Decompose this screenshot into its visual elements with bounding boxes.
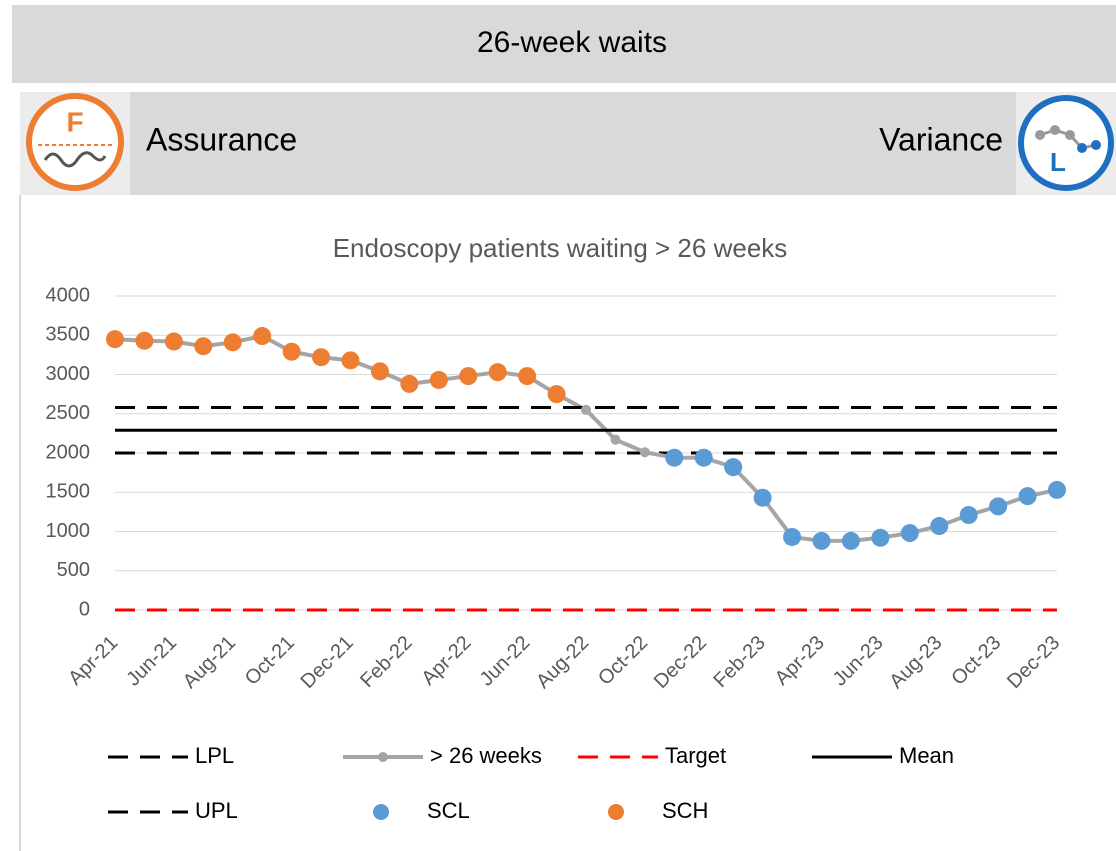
icon-dot: [1035, 130, 1045, 140]
x-tick-label: Jun-23: [829, 632, 888, 691]
data-point: [459, 367, 478, 386]
y-tick-label: 1500: [46, 481, 91, 503]
title-bar: [12, 5, 1116, 83]
data-point: [135, 331, 154, 350]
x-tick-label: Dec-23: [1003, 632, 1064, 693]
legend-label: SCL: [427, 798, 470, 823]
x-tick-label: Oct-22: [594, 632, 652, 690]
icon-letter: L: [1050, 147, 1066, 177]
data-point: [106, 330, 124, 349]
icon-letter: F: [66, 106, 83, 137]
legend-label: > 26 weeks: [430, 743, 542, 768]
assurance-icon: F: [26, 93, 124, 191]
legend-swatch: [373, 804, 389, 820]
x-tick-label: Apr-22: [418, 632, 476, 690]
y-tick-label: 500: [57, 559, 90, 581]
data-point: [518, 367, 537, 386]
data-point: [282, 342, 301, 361]
data-point: [639, 447, 650, 458]
icon-dot: [1050, 125, 1060, 135]
data-point: [753, 488, 772, 507]
icon-dot: [1077, 143, 1087, 153]
x-tick-label: Oct-23: [947, 632, 1005, 690]
icon-ring: [1018, 95, 1114, 191]
icon-dot: [1091, 140, 1101, 150]
data-point: [400, 374, 419, 393]
legend-label: UPL: [195, 798, 238, 823]
legend-swatch-marker: [378, 752, 388, 762]
data-point: [959, 506, 978, 525]
icon-dot: [1065, 130, 1075, 140]
data-point: [610, 434, 621, 445]
x-tick-label: Jun-21: [122, 632, 181, 691]
data-point: [370, 362, 389, 381]
data-point: [783, 527, 802, 546]
y-tick-label: 2500: [46, 402, 91, 424]
data-point: [1048, 480, 1066, 499]
data-point: [694, 448, 713, 467]
y-tick-label: 3500: [46, 324, 91, 346]
x-tick-label: Aug-21: [179, 632, 240, 693]
data-point: [164, 332, 183, 351]
y-tick-label: 4000: [46, 284, 91, 306]
data-point: [581, 404, 591, 415]
legend-label: SCH: [662, 798, 708, 823]
variance-label: Variance: [879, 121, 1003, 157]
data-point: [253, 327, 272, 346]
x-tick-label: Aug-22: [532, 632, 593, 693]
y-tick-label: 2000: [46, 441, 91, 463]
data-point: [223, 333, 242, 352]
legend-label: Mean: [899, 743, 954, 768]
x-tick-label: Dec-22: [650, 632, 711, 693]
x-tick-label: Feb-23: [710, 632, 770, 692]
data-point: [900, 524, 919, 543]
status-bar: [130, 92, 1016, 195]
x-tick-label: Apr-23: [771, 632, 829, 690]
data-point: [312, 348, 331, 367]
x-tick-label: Feb-22: [356, 632, 416, 692]
legend-swatch: [608, 804, 624, 820]
chart-title: Endoscopy patients waiting > 26 weeks: [333, 233, 788, 263]
assurance-label: Assurance: [146, 121, 297, 157]
panel-title: 26-week waits: [477, 26, 667, 59]
data-point: [724, 458, 743, 477]
series-line: [114, 333, 1058, 543]
data-point: [871, 528, 890, 547]
y-tick-label: 3000: [46, 363, 91, 385]
data-point: [841, 531, 860, 550]
legend-label: Target: [665, 743, 726, 768]
y-tick-label: 1000: [46, 520, 91, 542]
data-point: [812, 531, 831, 550]
x-tick-label: Dec-21: [297, 632, 358, 693]
data-point: [488, 363, 507, 382]
icon-ring: [26, 93, 124, 191]
data-point: [665, 448, 684, 467]
icon-wave: [43, 151, 107, 168]
variance-icon: L: [1018, 95, 1114, 191]
data-point: [194, 337, 213, 356]
legend-label: LPL: [195, 743, 234, 768]
data-point: [1018, 487, 1037, 506]
data-point: [341, 351, 360, 370]
x-tick-label: Apr-21: [64, 632, 122, 690]
y-tick-label: 0: [79, 598, 90, 620]
data-point: [989, 497, 1008, 516]
x-tick-label: Jun-22: [476, 632, 535, 691]
data-point: [930, 517, 949, 536]
x-tick-label: Oct-21: [241, 632, 299, 690]
data-point: [547, 385, 566, 404]
data-point: [429, 370, 448, 389]
x-tick-label: Aug-23: [885, 632, 946, 693]
